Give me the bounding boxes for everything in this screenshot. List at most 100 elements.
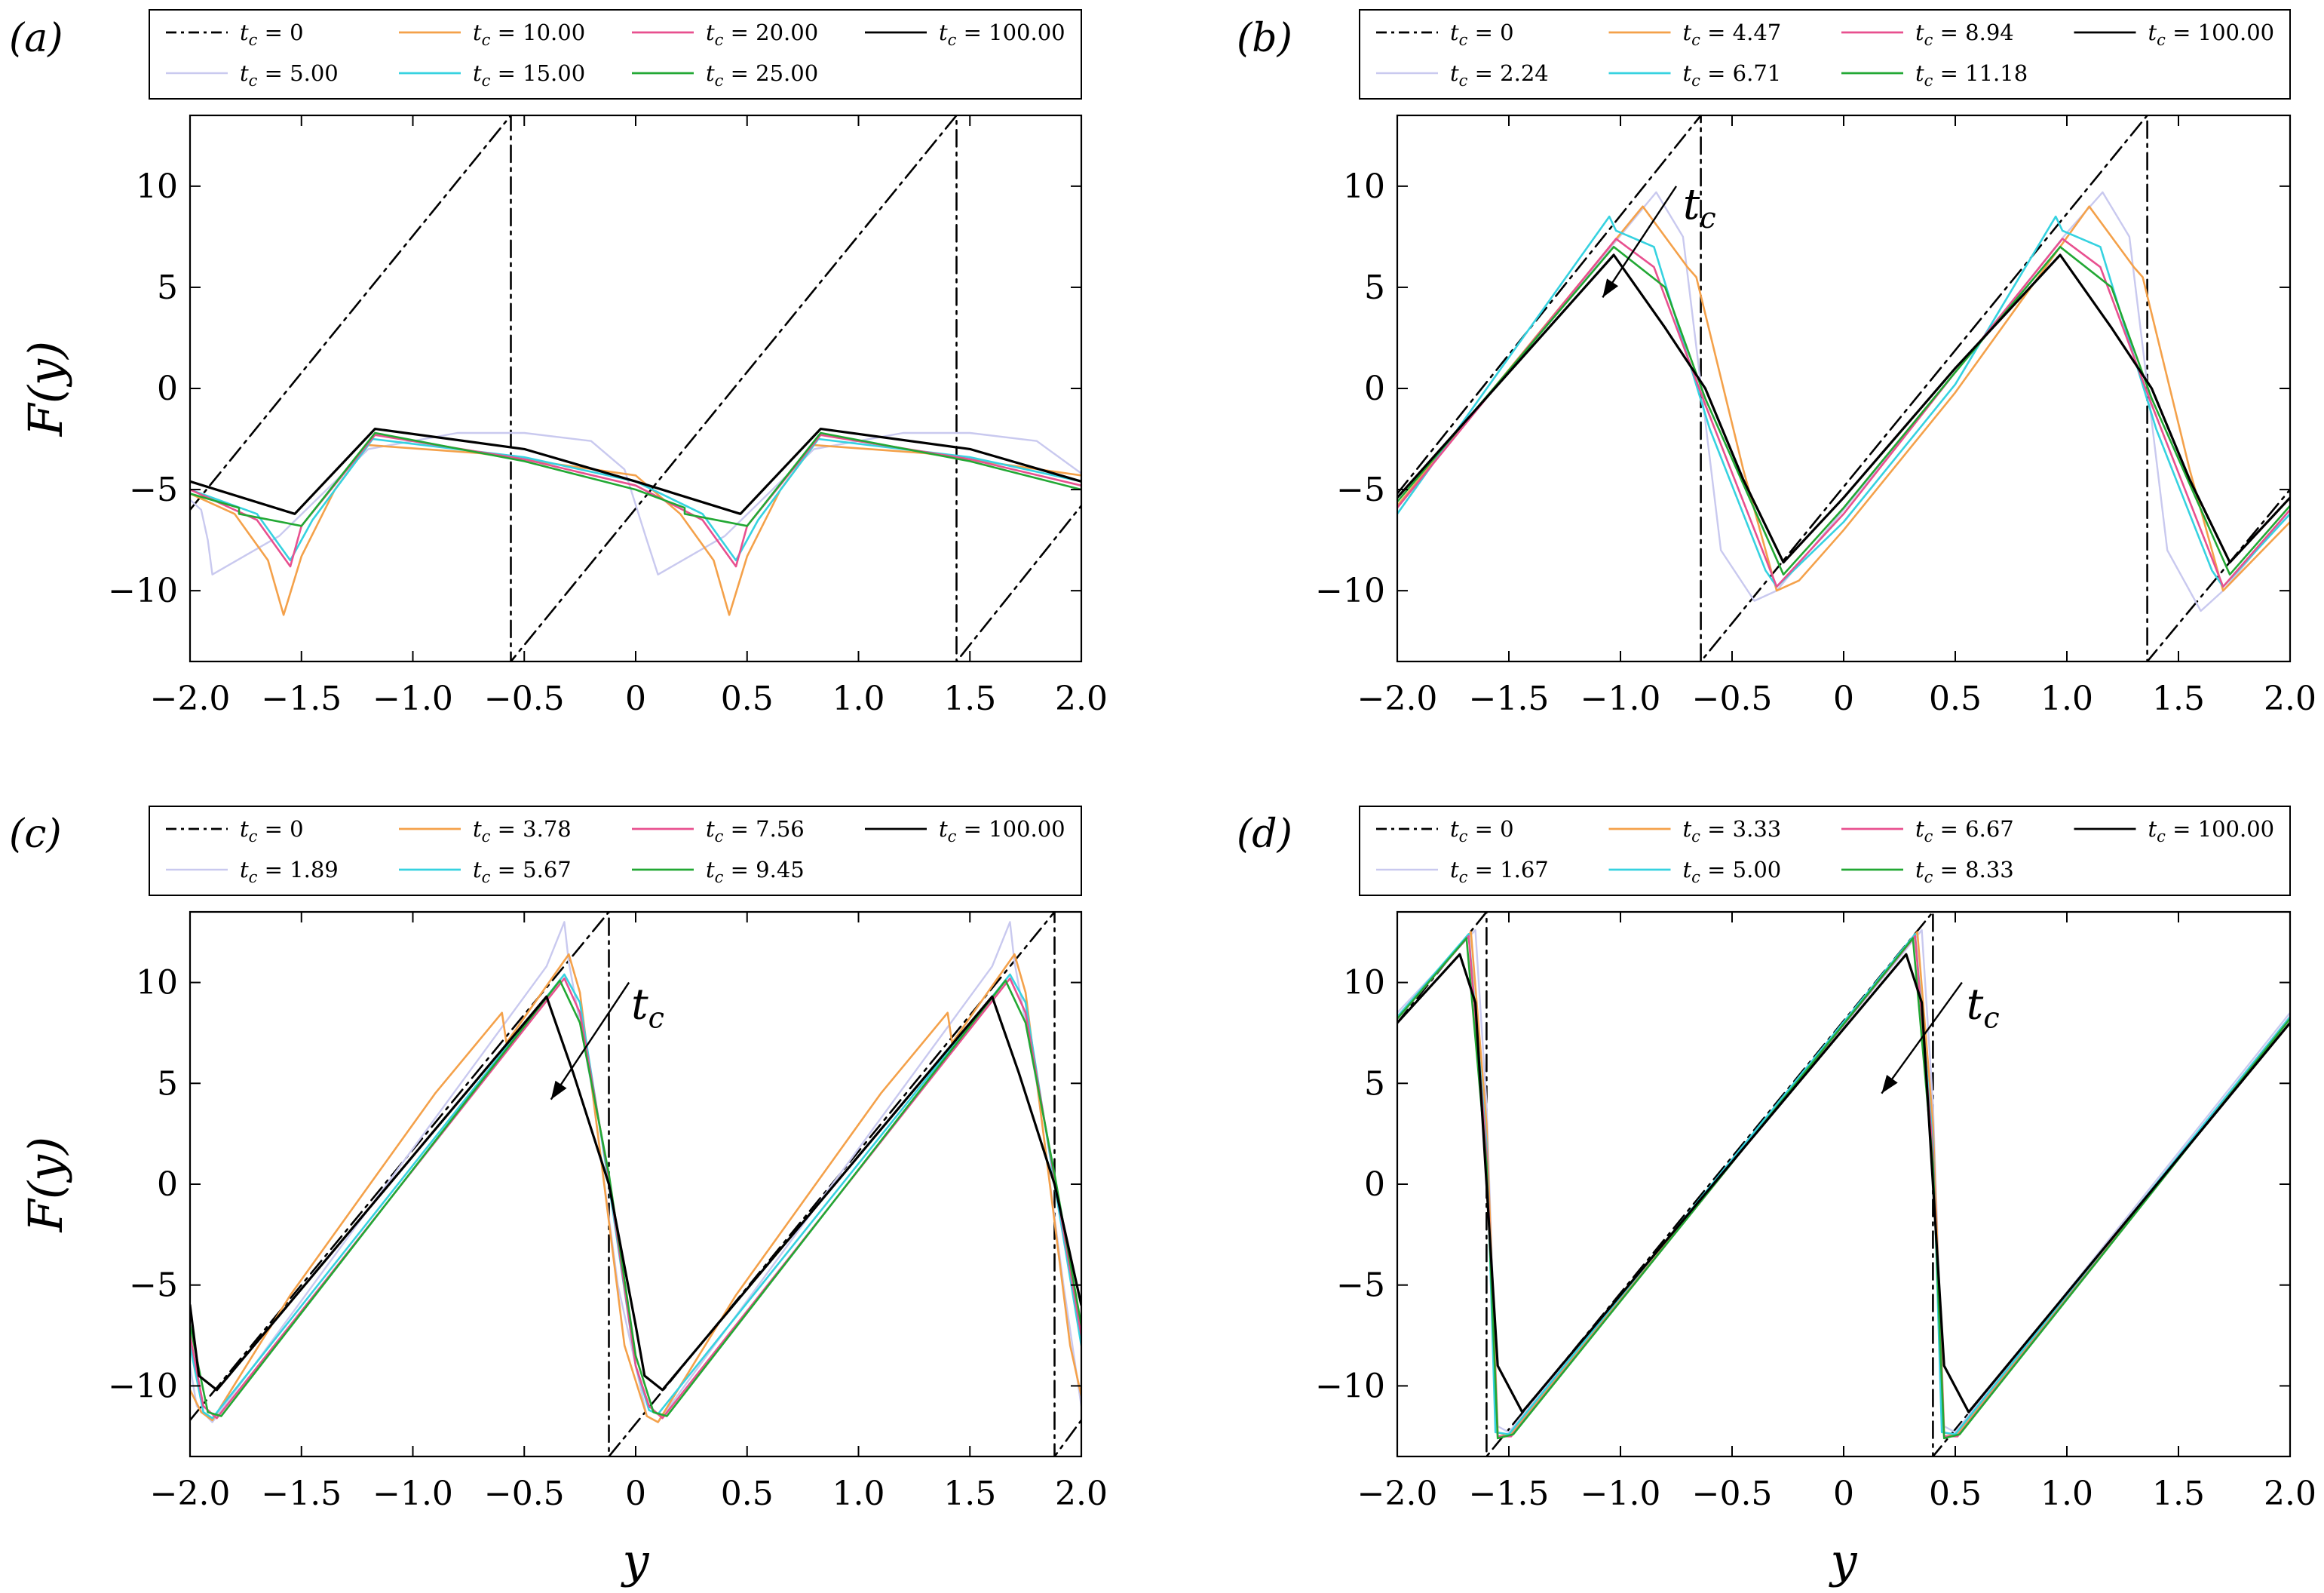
- legend-box: [149, 9, 1082, 100]
- x-tick-label: −2.0: [1357, 680, 1438, 718]
- legend-label: tc = 25.00: [706, 60, 818, 90]
- x-tick-label: 2.0: [1055, 680, 1108, 718]
- y-axis-label: F(y): [18, 341, 73, 437]
- series-line-2: [190, 444, 1081, 616]
- y-tick-label: 5: [157, 269, 178, 307]
- legend-label: tc = 10.00: [473, 20, 585, 49]
- y-tick-label: −10: [1315, 1367, 1385, 1405]
- panel-label: (b): [1237, 16, 1292, 61]
- series-line-4: [190, 977, 1081, 1420]
- x-tick-label: 1.0: [832, 680, 885, 718]
- x-tick-label: 1.0: [2040, 680, 2093, 718]
- legend-label: tc = 11.18: [1915, 60, 2028, 90]
- y-tick-label: 5: [157, 1064, 178, 1103]
- legend-label: tc = 3.33: [1683, 816, 1782, 846]
- legend-label: tc = 4.47: [1683, 20, 1782, 49]
- x-tick-label: −0.5: [484, 1475, 565, 1513]
- x-tick-label: 0: [625, 680, 646, 718]
- legend-label: tc = 7.56: [706, 816, 805, 846]
- legend-box: [1359, 806, 2291, 896]
- legend-label: tc = 8.33: [1915, 857, 2014, 886]
- legend-label: tc = 15.00: [473, 60, 585, 90]
- legend-label: tc = 6.67: [1915, 816, 2014, 846]
- legend-label: tc = 0: [240, 20, 304, 49]
- legend-label: tc = 100.00: [939, 816, 1065, 846]
- x-tick-label: 1.5: [943, 680, 996, 718]
- legend-label: tc = 1.89: [240, 857, 339, 886]
- x-tick-label: 0.5: [721, 1475, 774, 1513]
- x-tick-label: 1.5: [2152, 1475, 2205, 1513]
- series-line-5: [1397, 937, 2290, 1440]
- legend-label: tc = 0: [1450, 20, 1514, 49]
- series-line-6: [190, 427, 1081, 515]
- legend-label: tc = 2.24: [1450, 60, 1549, 90]
- series-line-6: [1397, 953, 2290, 1413]
- x-tick-label: −1.0: [373, 1475, 453, 1513]
- x-axis-label: y: [620, 1533, 649, 1588]
- x-tick-label: −2.0: [1357, 1475, 1438, 1513]
- y-tick-label: 0: [1364, 1165, 1385, 1204]
- series-line-3: [1397, 215, 2290, 588]
- trend-arrow-shaft: [1881, 981, 1963, 1094]
- x-tick-label: −2.0: [150, 1475, 231, 1513]
- legend-label: tc = 5.67: [473, 857, 572, 886]
- legend-label: tc = 8.94: [1915, 20, 2014, 49]
- series-group: [1397, 912, 2290, 1456]
- y-tick-label: −5: [1336, 1266, 1385, 1305]
- x-tick-label: −1.5: [261, 1475, 342, 1513]
- series-line-6: [190, 995, 1081, 1392]
- panel-label: (d): [1237, 812, 1292, 857]
- series-group: [190, 115, 1081, 661]
- x-tick-label: 0.5: [1929, 1475, 1982, 1513]
- y-axis-label: F(y): [18, 1137, 73, 1232]
- x-tick-label: −1.5: [1469, 680, 1550, 718]
- y-tick-label: 0: [157, 1165, 178, 1204]
- x-tick-label: 0.5: [721, 680, 774, 718]
- x-tick-label: 1.5: [943, 1475, 996, 1513]
- legend-label: tc = 6.71: [1683, 60, 1782, 90]
- x-tick-label: 0: [1833, 1475, 1854, 1513]
- y-tick-label: −10: [1315, 572, 1385, 610]
- panel-a: −2.0 −1.5 −1.0 −0.5 0 0.5 1.0 1.5 2.0 −10 −5 0 5 10 (a…: [9, 9, 1108, 718]
- series-line-1: [1397, 928, 2290, 1434]
- legend-label: tc = 100.00: [2148, 20, 2275, 49]
- panel-b: −2.0 −1.5 −1.0 −0.5 0 0.5 1.0 1.5 2.0 −10 −5 0 5 10 (b…: [1237, 9, 2316, 718]
- legend-box: [149, 806, 1082, 896]
- x-tick-label: 2.0: [2264, 680, 2316, 718]
- tc-annotation: tc: [1683, 180, 1716, 235]
- plot-frame: [189, 114, 1083, 663]
- trend-arrow-head: [1881, 1074, 1898, 1094]
- legend-label: tc = 5.00: [240, 60, 339, 90]
- y-tick-label: 5: [1364, 269, 1385, 307]
- x-tick-label: −1.0: [1581, 680, 1661, 718]
- series-group: [190, 912, 1081, 1456]
- series-line-1: [190, 431, 1081, 576]
- panel-c: −2.0 −1.5 −1.0 −0.5 0 0.5 1.0 1.5 2.0 −10 −5 0 5 10 (c…: [9, 806, 1108, 1588]
- x-tick-label: −1.5: [261, 680, 342, 718]
- x-tick-label: −1.0: [1581, 1475, 1661, 1513]
- series-line-6: [1397, 253, 2290, 564]
- x-tick-label: −1.5: [1469, 1475, 1550, 1513]
- x-tick-label: 2.0: [2264, 1475, 2316, 1513]
- series-line-5: [190, 431, 1081, 527]
- series-line-4: [190, 434, 1081, 568]
- legend-label: tc = 3.78: [473, 816, 572, 846]
- legend-label: tc = 0: [240, 816, 304, 846]
- y-tick-label: −10: [108, 1367, 178, 1405]
- y-tick-label: 10: [1343, 964, 1385, 1002]
- x-tick-label: 1.0: [832, 1475, 885, 1513]
- panel-label: (c): [9, 812, 62, 857]
- trend-arrow-shaft: [1602, 186, 1678, 298]
- x-tick-label: 0: [1833, 680, 1854, 718]
- trend-arrow-head: [550, 1080, 567, 1100]
- series-line-0: [190, 115, 1081, 661]
- x-tick-label: 0: [625, 1475, 646, 1513]
- x-tick-label: 1.5: [2152, 680, 2205, 718]
- series-line-2: [1397, 205, 2290, 592]
- y-tick-label: −5: [129, 471, 178, 509]
- series-line-2: [190, 953, 1081, 1423]
- legend-box: [1359, 9, 2291, 100]
- y-tick-label: 10: [136, 167, 178, 206]
- legend-label: tc = 20.00: [706, 20, 818, 49]
